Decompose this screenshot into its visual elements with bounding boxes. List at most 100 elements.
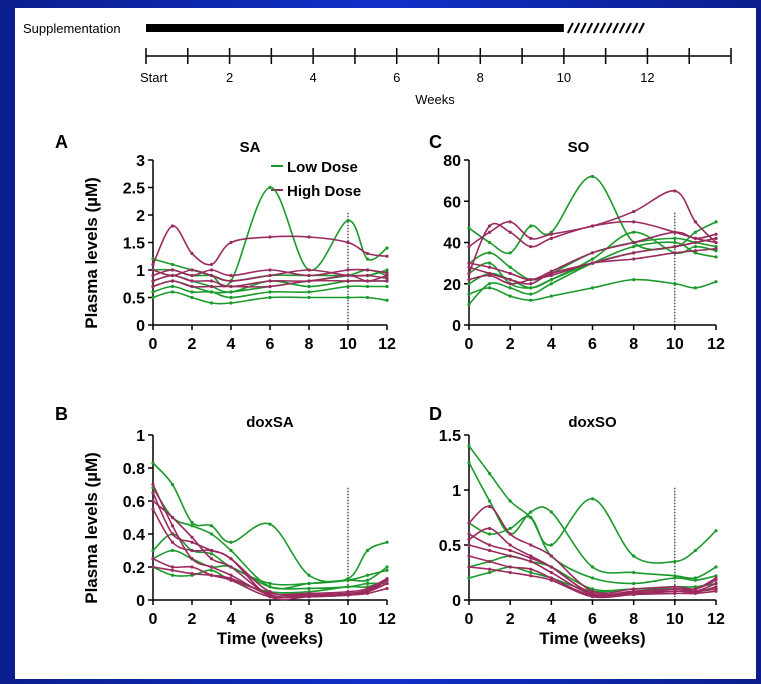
data-point [508,251,512,255]
data-point [170,573,175,577]
data-point [693,589,698,593]
data-point [209,284,214,289]
x-tick-label: 10 [339,611,357,628]
data-point [307,591,311,596]
high-dose-series [468,231,717,281]
data-point [632,209,636,214]
data-point [467,521,471,525]
data-point [268,284,272,289]
data-point [693,230,698,234]
data-point [714,247,718,251]
data-point [529,556,533,560]
x-tick-label: 2 [506,611,515,628]
y-tick-label: 0.4 [123,527,145,544]
x-tick-label: 6 [588,336,597,353]
data-point [673,574,677,578]
data-point [346,218,350,223]
x-tick-label: 10 [666,336,684,353]
data-point [385,298,389,302]
data-point [229,295,233,300]
data-point [170,540,175,544]
data-point [529,236,533,240]
low-dose-series [152,462,388,583]
data-point [487,265,492,269]
data-point [190,565,194,569]
data-point [590,261,595,265]
data-point [268,273,272,278]
x-tick-label: 12 [378,611,396,628]
data-point [590,257,595,261]
data-point [549,236,553,240]
data-point [170,532,175,536]
data-point [508,543,512,547]
panel-letter-c: C [429,132,442,152]
data-point [385,576,389,581]
hatched-segment [592,22,600,34]
x-tick-label: 0 [465,336,474,353]
figure-panel: Supplementation Start 2 4 6 8 10 12 Weeks A C … [15,8,756,679]
data-point [190,295,194,300]
data-point [487,532,492,536]
high-dose-series [468,220,717,274]
y-tick-label: 0.8 [123,461,145,478]
data-point [549,269,553,273]
data-point [385,565,389,569]
data-point [229,301,233,305]
data-point [508,220,512,224]
x-tick-label: 8 [629,611,638,628]
data-point [209,290,214,294]
data-point [508,278,512,282]
data-point [508,532,512,536]
data-point [209,557,214,561]
data-point [209,273,214,278]
data-point [487,543,492,547]
data-point [632,590,636,594]
high-dose-series [152,279,387,288]
panel-letter-b: B [55,404,68,424]
data-point [590,591,595,596]
low-dose-series [468,175,717,255]
data-point [268,268,272,272]
data-point [508,526,512,531]
data-point [590,497,595,501]
data-point [209,279,214,283]
data-point [365,279,370,283]
data-point [714,240,718,245]
data-point [170,290,175,294]
data-point [487,240,492,245]
data-point [209,268,214,272]
x-tick-label: 10 [666,611,684,628]
y-tick-label: 2 [136,208,145,225]
data-point [508,282,512,286]
data-point [632,554,636,558]
data-point [487,273,492,278]
data-point [190,557,194,561]
legend-low-label: Low Dose [287,159,358,176]
data-point [673,230,677,234]
data-point [346,590,350,594]
data-point [549,273,553,278]
data-point [549,278,553,282]
x-axis-label: Time (weeks) [217,629,323,648]
data-point [209,532,214,536]
y-tick-label: 20 [443,277,461,294]
data-point [229,565,233,569]
data-point [590,589,595,593]
data-point [151,295,155,300]
high-dose-series [468,533,717,596]
data-point [529,245,533,249]
x-tick-label: 2 [188,611,197,628]
data-point [151,499,155,503]
data-point [385,268,389,272]
data-point [487,286,492,290]
data-point [487,548,492,553]
data-point [549,543,553,547]
low-dose-series [468,237,717,281]
chart-d: 0 0.5 1 1.5 0 2 4 6 8 10 12 doxSO Time (weeks) [439,414,725,648]
x-tick-label: 2 [188,336,197,353]
data-point [673,240,677,245]
data-point [151,557,155,561]
high-dose-series [468,566,717,599]
data-point [190,251,194,256]
